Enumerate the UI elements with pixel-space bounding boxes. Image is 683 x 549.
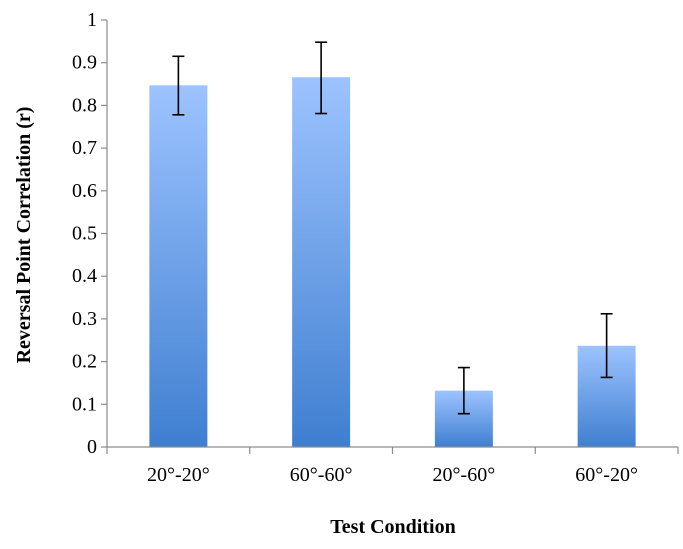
x-tick-label: 20°-20° (147, 464, 210, 486)
error-bar-4 (600, 312, 613, 379)
error-bars-layer (172, 41, 613, 415)
y-tick-label: 1 (87, 9, 97, 31)
error-bar-1 (172, 55, 185, 116)
y-tick-label: 0.5 (72, 223, 97, 245)
y-tick-label: 0.1 (72, 393, 97, 415)
y-axis-title: Reversal Point Correlation (r) (13, 107, 35, 364)
x-tick-label: 20°-60° (433, 464, 496, 486)
y-tick-labels: 0 0.1 0.2 0.3 0.4 0.5 0.6 0.7 0.8 0.9 1 (72, 9, 97, 458)
y-tick-label: 0.2 (72, 351, 97, 373)
y-tick-label: 0.9 (72, 52, 97, 74)
y-tick-label: 0 (87, 436, 97, 458)
y-tick-label: 0.8 (72, 94, 97, 116)
y-tick-label: 0.4 (72, 265, 97, 287)
x-tick-labels: 20°-20° 60°-60° 20°-60° 60°-20° (147, 464, 638, 486)
x-tick-label: 60°-60° (290, 464, 353, 486)
y-tick-label: 0.7 (72, 137, 97, 159)
y-tick-label: 0.6 (72, 180, 97, 202)
y-tick-label: 0.3 (72, 308, 97, 330)
error-bar-3 (457, 366, 470, 415)
bar-2 (292, 77, 351, 447)
axes-layer (101, 19, 679, 454)
x-axis-title: Test Condition (330, 516, 455, 538)
bar-1 (149, 85, 208, 448)
x-tick-label: 60°-20° (575, 464, 638, 486)
bars-layer (149, 77, 636, 448)
error-bar-2 (315, 41, 328, 115)
